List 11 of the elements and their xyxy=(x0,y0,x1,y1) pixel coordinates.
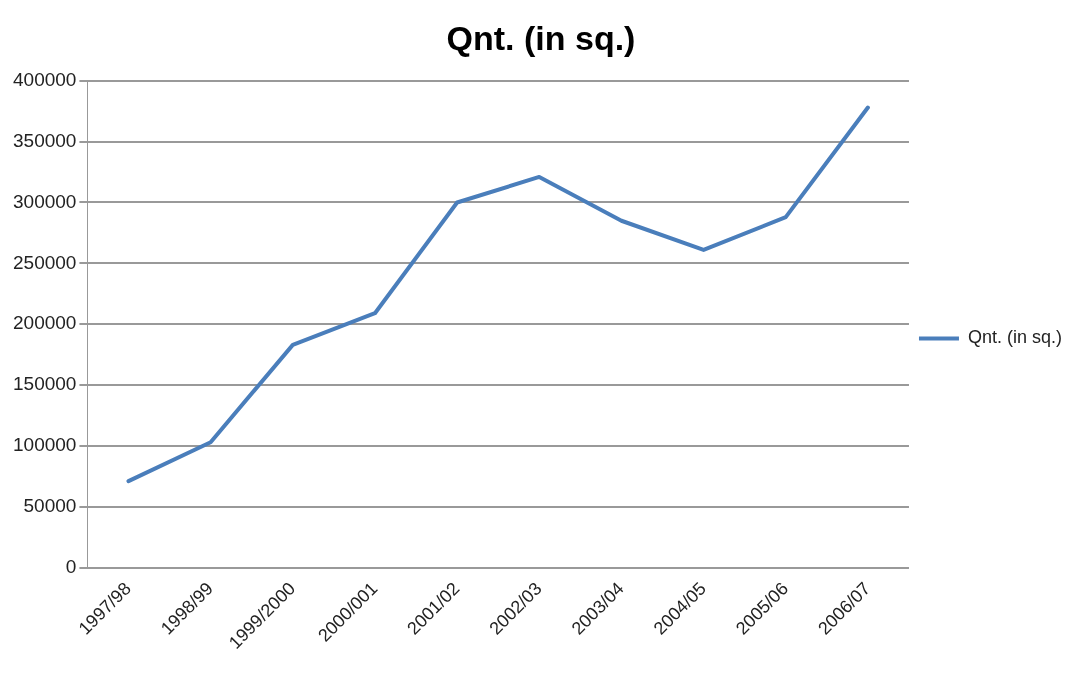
y-tick-label: 250000 xyxy=(13,251,77,273)
chart-title: Qnt. (in sq.) xyxy=(446,18,636,57)
y-tick-label: 350000 xyxy=(13,129,77,151)
y-tick-label: 200000 xyxy=(13,312,77,334)
y-tick-label: 300000 xyxy=(13,190,77,212)
y-tick-label: 400000 xyxy=(13,69,77,91)
y-tick-label: 50000 xyxy=(23,494,77,516)
y-tick-label: 100000 xyxy=(13,434,77,456)
y-tick-label: 0 xyxy=(65,555,77,577)
y-tick-label: 150000 xyxy=(13,373,77,395)
legend-label: Qnt. (in sq.) xyxy=(967,327,1063,348)
